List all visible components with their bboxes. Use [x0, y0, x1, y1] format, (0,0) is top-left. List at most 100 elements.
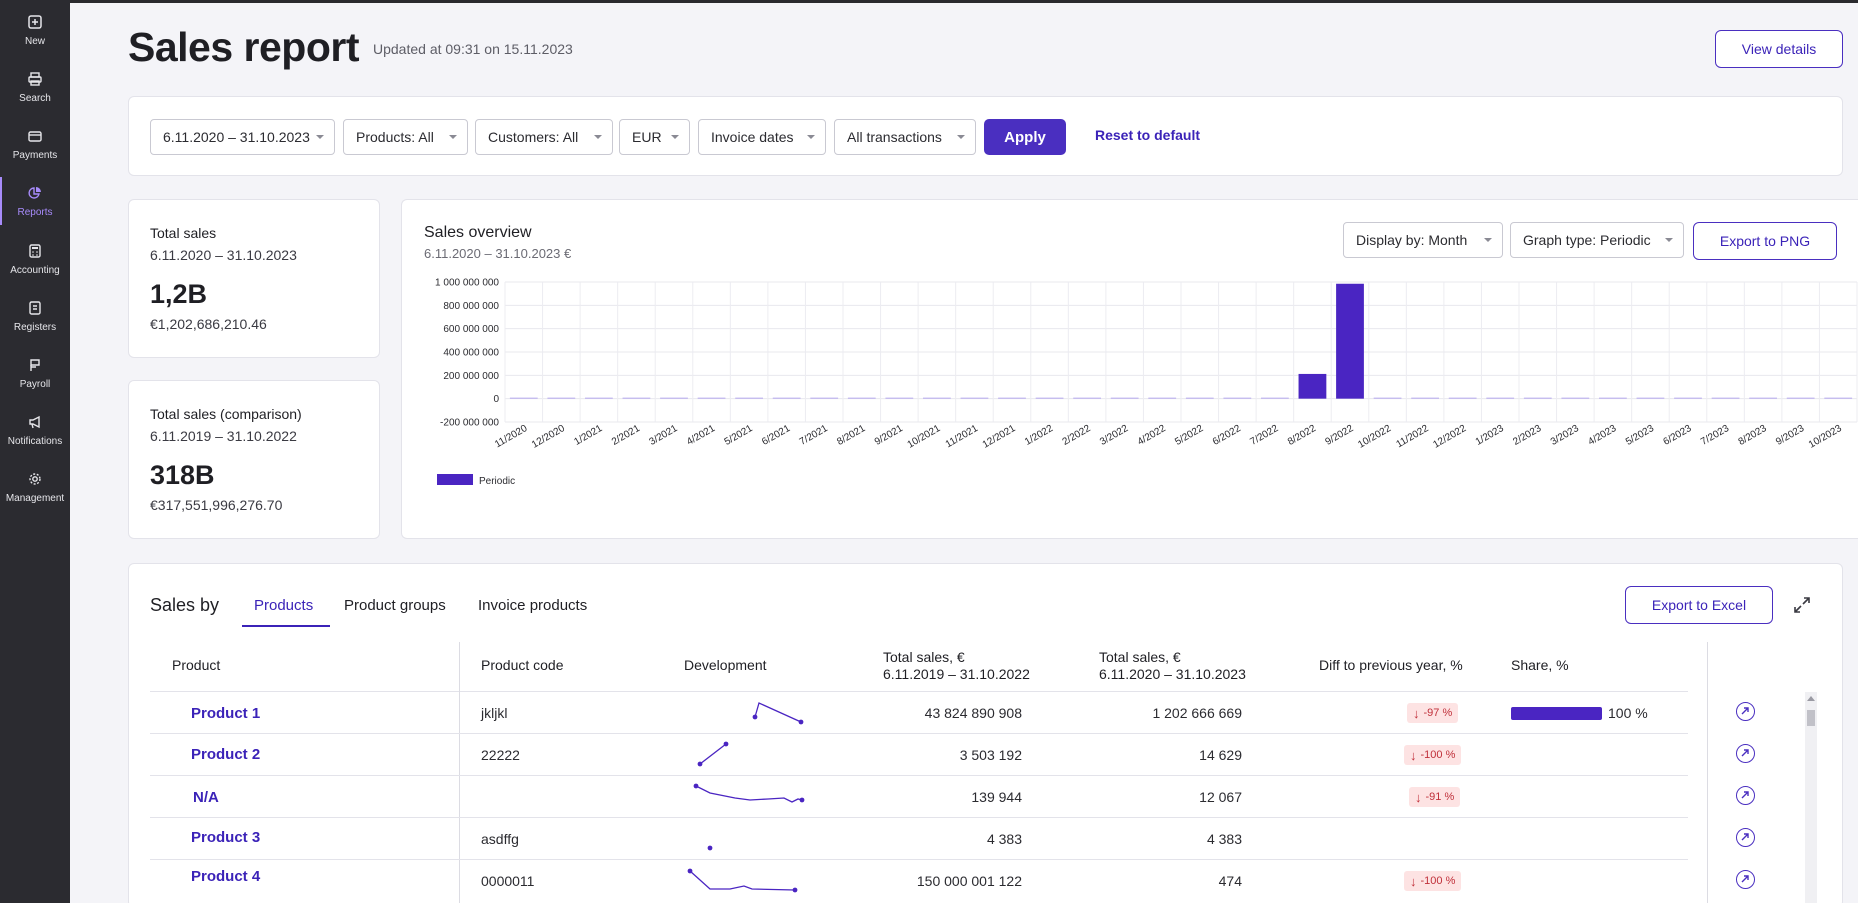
- tab-products[interactable]: Products: [254, 597, 314, 614]
- column-divider: [1707, 642, 1708, 903]
- chart-bar: [1786, 397, 1815, 399]
- sidebar-item-notifications[interactable]: Notifications: [0, 402, 70, 458]
- currency-select[interactable]: EUR: [619, 119, 690, 155]
- chart-bar: [1486, 397, 1515, 399]
- gear-icon: [27, 471, 43, 487]
- comparison-sales-range: 6.11.2019 – 31.10.2022: [150, 428, 297, 444]
- sidebar-item-new[interactable]: New: [0, 2, 70, 58]
- total-prev-value: 43 824 890 908: [924, 705, 1022, 721]
- column-share[interactable]: Share, %: [1511, 657, 1569, 673]
- x-tick-label: 4/2023: [1586, 423, 1618, 448]
- x-tick-label: 9/2022: [1324, 423, 1356, 448]
- x-tick-label: 1/2023: [1474, 423, 1506, 448]
- export-excel-button[interactable]: Export to Excel: [1625, 586, 1773, 624]
- product-name-link[interactable]: Product 1: [191, 705, 261, 722]
- x-tick-label: 6/2022: [1211, 423, 1243, 448]
- column-diff[interactable]: Diff to previous year, %: [1319, 657, 1463, 673]
- column-product-code[interactable]: Product code: [481, 657, 564, 673]
- product-name-link[interactable]: N/A: [193, 789, 219, 806]
- open-detail-icon[interactable]: [1736, 702, 1755, 721]
- column-total-cur-range: 6.11.2020 – 31.10.2023: [1099, 666, 1246, 682]
- open-detail-icon[interactable]: [1736, 870, 1755, 889]
- apply-button[interactable]: Apply: [984, 119, 1066, 155]
- arrow-down-icon: ↓: [1410, 747, 1417, 763]
- x-tick-label: 12/2022: [1431, 423, 1468, 451]
- display-by-select[interactable]: Display by: Month: [1343, 222, 1503, 258]
- column-total-prev[interactable]: Total sales, €6.11.2019 – 31.10.2022: [883, 649, 1030, 683]
- chart-subtitle: 6.11.2020 – 31.10.2023 €: [424, 246, 572, 261]
- x-tick-label: 5/2021: [723, 423, 755, 448]
- products-filter-value: Products: All: [356, 129, 434, 145]
- chart-bar: [584, 397, 613, 399]
- chart-bar: [697, 397, 726, 399]
- tab-product-groups[interactable]: Product groups: [344, 597, 446, 614]
- product-name-link[interactable]: Product 2: [191, 746, 261, 763]
- product-code: 22222: [481, 747, 520, 763]
- products-filter[interactable]: Products: All: [343, 119, 468, 155]
- total-prev-value: 150 000 001 122: [916, 873, 1022, 889]
- export-png-button[interactable]: Export to PNG: [1693, 222, 1837, 260]
- sidebar-item-label: Registers: [13, 321, 57, 333]
- register-icon: [27, 300, 43, 316]
- x-tick-label: 2/2023: [1511, 423, 1543, 448]
- date-range-select[interactable]: 6.11.2020 – 31.10.2023: [150, 119, 335, 155]
- date-type-select[interactable]: Invoice dates: [698, 119, 826, 155]
- column-total-cur[interactable]: Total sales, €6.11.2020 – 31.10.2023: [1099, 649, 1246, 683]
- chart-bar: [1749, 397, 1778, 399]
- expand-icon[interactable]: [1792, 595, 1812, 615]
- x-tick-label: 10/2022: [1356, 423, 1393, 451]
- y-tick-label: 200 000 000: [443, 371, 499, 382]
- open-detail-icon[interactable]: [1736, 744, 1755, 763]
- chart-bar: [960, 397, 989, 399]
- product-name-link[interactable]: Product 4: [191, 868, 261, 885]
- sidebar-item-registers[interactable]: Registers: [0, 288, 70, 344]
- open-detail-icon[interactable]: [1736, 786, 1755, 805]
- tab-invoice-products[interactable]: Invoice products: [478, 597, 588, 614]
- open-detail-icon[interactable]: [1736, 828, 1755, 847]
- column-total-prev-label: Total sales, €: [883, 649, 965, 665]
- sidebar-item-search[interactable]: Search: [0, 59, 70, 115]
- chart-bar: [810, 397, 839, 399]
- customers-filter[interactable]: Customers: All: [475, 119, 613, 155]
- development-sparkline: [707, 845, 713, 851]
- sidebar-item-management[interactable]: Management: [0, 459, 70, 515]
- development-sparkline: [752, 702, 804, 725]
- share-value: 100 %: [1608, 705, 1648, 721]
- sidebar-item-label: Payroll: [19, 378, 51, 390]
- scrollbar-thumb[interactable]: [1807, 710, 1815, 726]
- x-tick-label: 7/2022: [1248, 423, 1280, 448]
- chart-bar: [1298, 373, 1327, 399]
- scroll-up-arrow-icon[interactable]: [1807, 696, 1815, 701]
- chart-bar: [922, 397, 951, 399]
- sidebar-item-accounting[interactable]: Accounting: [0, 231, 70, 287]
- product-code: 0000011: [481, 873, 535, 889]
- reset-button[interactable]: Reset to default: [1095, 127, 1201, 143]
- sidebar-item-payroll[interactable]: Payroll: [0, 345, 70, 401]
- chevron-down-icon: [807, 135, 815, 139]
- sidebar-item-payments[interactable]: Payments: [0, 116, 70, 172]
- sidebar-item-label: Notifications: [7, 435, 63, 447]
- column-product[interactable]: Product: [172, 657, 221, 673]
- sidebar-item-reports[interactable]: Reports: [0, 173, 70, 229]
- view-details-button[interactable]: View details: [1715, 30, 1843, 68]
- x-tick-label: 5/2022: [1173, 423, 1205, 448]
- chevron-down-icon: [316, 135, 324, 139]
- x-tick-label: 6/2021: [760, 423, 792, 448]
- sidebar-item-label: Search: [19, 92, 51, 104]
- transactions-select[interactable]: All transactions: [834, 119, 976, 155]
- legend-label: Periodic: [479, 476, 515, 487]
- sales-by-title: Sales by: [150, 595, 220, 615]
- table-scrollbar[interactable]: [1805, 692, 1817, 903]
- chevron-down-icon: [449, 135, 457, 139]
- chart-bar: [1824, 397, 1853, 399]
- chart-bar: [509, 397, 538, 399]
- x-tick-label: 10/2021: [906, 423, 943, 451]
- x-tick-label: 9/2021: [873, 423, 905, 448]
- sidebar-item-label: Accounting: [10, 264, 60, 276]
- date-type-value: Invoice dates: [711, 129, 794, 145]
- card-icon: [27, 128, 43, 144]
- product-code: asdffg: [481, 831, 519, 847]
- development-sparkline: [687, 868, 798, 893]
- graph-type-select[interactable]: Graph type: Periodic: [1510, 222, 1684, 258]
- product-name-link[interactable]: Product 3: [191, 829, 261, 846]
